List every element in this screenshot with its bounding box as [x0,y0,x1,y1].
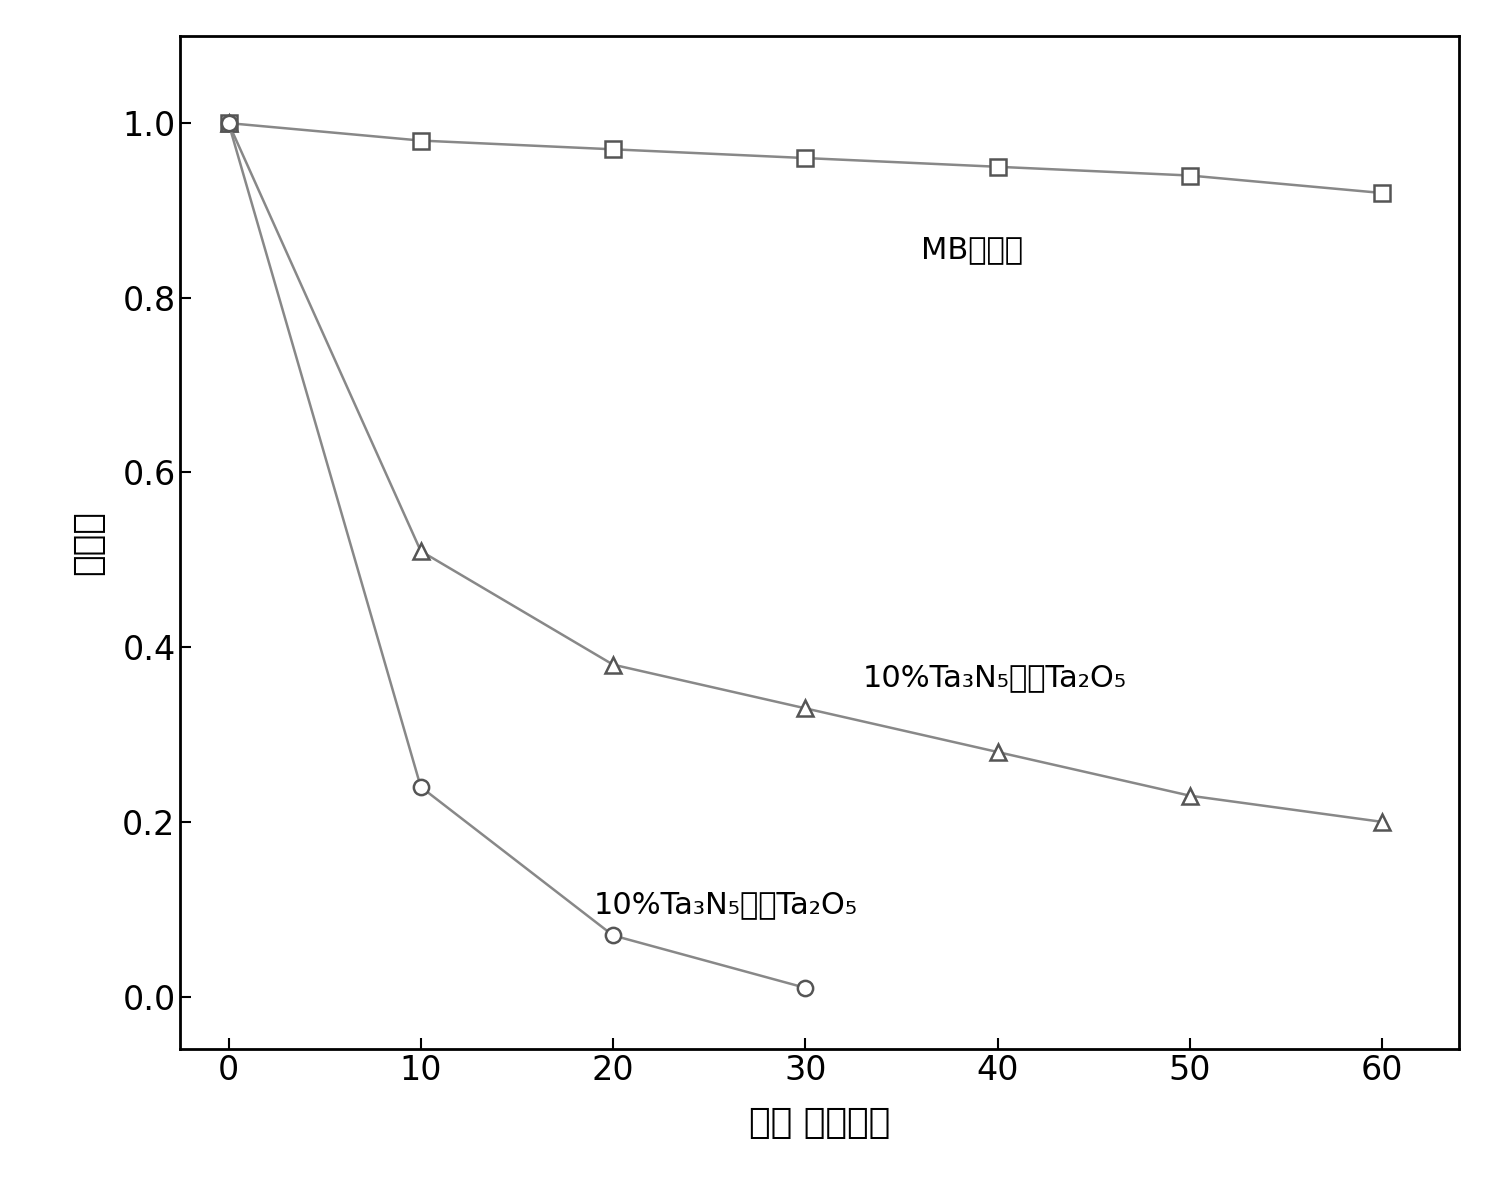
X-axis label: 时间 （分钟）: 时间 （分钟） [749,1106,890,1141]
Y-axis label: 降解率: 降解率 [72,510,105,575]
Text: 10%Ta₃N₅混合Ta₂O₅: 10%Ta₃N₅混合Ta₂O₅ [863,663,1126,693]
Text: 10%Ta₃N₅包覆Ta₂O₅: 10%Ta₃N₅包覆Ta₂O₅ [594,890,857,919]
Text: MB白降解: MB白降解 [920,235,1023,265]
